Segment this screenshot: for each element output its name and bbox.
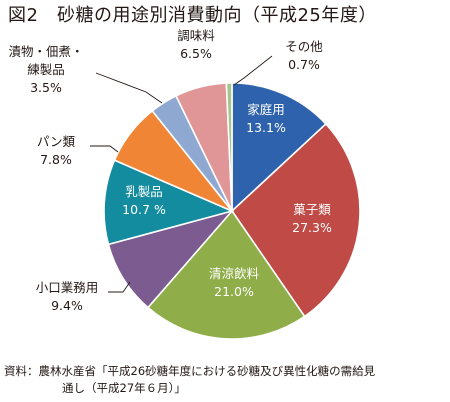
slice-value-chomiryo: 6.5% bbox=[180, 46, 212, 61]
leader-line-kokuchi bbox=[108, 281, 131, 293]
chart-title: 図2 砂糖の用途別消費動向（平成25年度） bbox=[8, 5, 377, 26]
leader-line-tsukemono bbox=[95, 72, 163, 104]
pie-slice-kateiyo bbox=[231, 82, 327, 213]
slice-value-kashirui: 27.3% bbox=[292, 220, 332, 235]
slice-value-panrui: 7.8% bbox=[40, 152, 72, 167]
slice-label-sonota-0: その他 bbox=[285, 39, 323, 54]
slice-label-nyuseihin-0: 乳製品 bbox=[125, 184, 163, 199]
slice-label-kashirui-0: 菓子類 bbox=[293, 202, 331, 217]
slice-value-kokuchi: 9.4% bbox=[51, 298, 83, 313]
slice-label-kateiyo-0: 家庭用 bbox=[247, 102, 285, 117]
source-line-2: 通し（平成27年６月）」 bbox=[62, 381, 186, 395]
slice-value-nyuseihin: 10.7 % bbox=[122, 202, 166, 217]
slice-value-seiryo: 21.0% bbox=[214, 284, 254, 299]
source-note: 資料：農林水産省「平成26砂糖年度における砂糖及び異性化糖の需給見 通し（平成2… bbox=[4, 363, 446, 397]
pie-slice-seiryo bbox=[146, 209, 306, 340]
pie-slice-sonota bbox=[225, 82, 233, 212]
slice-label-seiryo-0: 清涼飲料 bbox=[209, 266, 260, 281]
slice-label-panrui-0: パン類 bbox=[37, 134, 76, 149]
leader-line-sonota bbox=[233, 55, 273, 86]
source-line-1: 資料：農林水産省「平成26砂糖年度における砂糖及び異性化糖の需給見 bbox=[4, 364, 376, 378]
slice-value-sonota: 0.7% bbox=[288, 57, 320, 72]
slice-label-kokuchi-0: 小口業務用 bbox=[36, 280, 99, 295]
slice-label-tsukemono-0: 漬物・佃煮・ bbox=[8, 44, 83, 59]
pie-slice-kashirui bbox=[230, 122, 361, 318]
slice-value-tsukemono: 3.5% bbox=[30, 80, 62, 95]
slice-label-tsukemono-1: 練製品 bbox=[27, 62, 65, 77]
pie-slice-kokuchi bbox=[107, 209, 235, 309]
slice-label-chomiryo-0: 調味料 bbox=[177, 28, 215, 43]
leader-line-panrui bbox=[90, 145, 119, 153]
pie-slice-nyuseihin bbox=[103, 159, 235, 246]
slice-value-kateiyo: 13.1% bbox=[246, 120, 286, 135]
